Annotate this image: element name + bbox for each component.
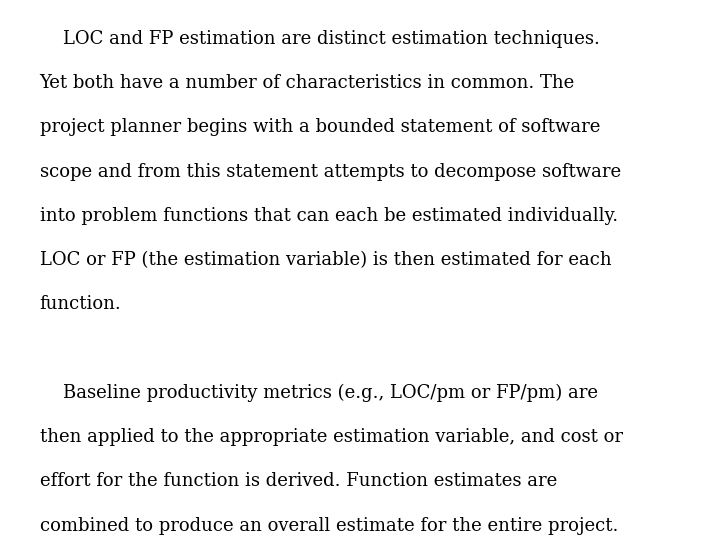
Text: scope and from this statement attempts to decompose software: scope and from this statement attempts t… [40, 163, 621, 180]
Text: combined to produce an overall estimate for the entire project.: combined to produce an overall estimate … [40, 517, 618, 535]
Text: effort for the function is derived. Function estimates are: effort for the function is derived. Func… [40, 472, 557, 490]
Text: LOC and FP estimation are distinct estimation techniques.: LOC and FP estimation are distinct estim… [40, 30, 600, 48]
Text: project planner begins with a bounded statement of software: project planner begins with a bounded st… [40, 118, 600, 136]
Text: LOC or FP (the estimation variable) is then estimated for each: LOC or FP (the estimation variable) is t… [40, 251, 611, 269]
Text: Baseline productivity metrics (e.g., LOC/pm or FP/pm) are: Baseline productivity metrics (e.g., LOC… [40, 384, 598, 402]
Text: then applied to the appropriate estimation variable, and cost or: then applied to the appropriate estimati… [40, 428, 623, 446]
Text: function.: function. [40, 295, 122, 313]
Text: Yet both have a number of characteristics in common. The: Yet both have a number of characteristic… [40, 74, 575, 92]
Text: into problem functions that can each be estimated individually.: into problem functions that can each be … [40, 207, 618, 225]
